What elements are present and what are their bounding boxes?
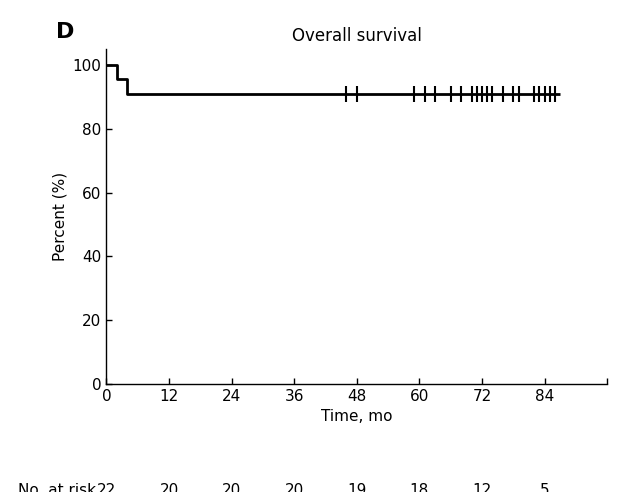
Text: 20: 20 [285, 483, 304, 492]
Title: Overall survival: Overall survival [292, 27, 422, 45]
Text: 19: 19 [347, 483, 366, 492]
Text: 12: 12 [473, 483, 491, 492]
Text: 22: 22 [97, 483, 116, 492]
X-axis label: Time, mo: Time, mo [321, 409, 393, 424]
Text: No. at risk: No. at risk [18, 483, 96, 492]
Text: D: D [56, 23, 74, 42]
Y-axis label: Percent (%): Percent (%) [52, 172, 67, 261]
Text: 5: 5 [540, 483, 550, 492]
Text: 20: 20 [160, 483, 178, 492]
Text: 20: 20 [222, 483, 241, 492]
Text: 18: 18 [410, 483, 429, 492]
